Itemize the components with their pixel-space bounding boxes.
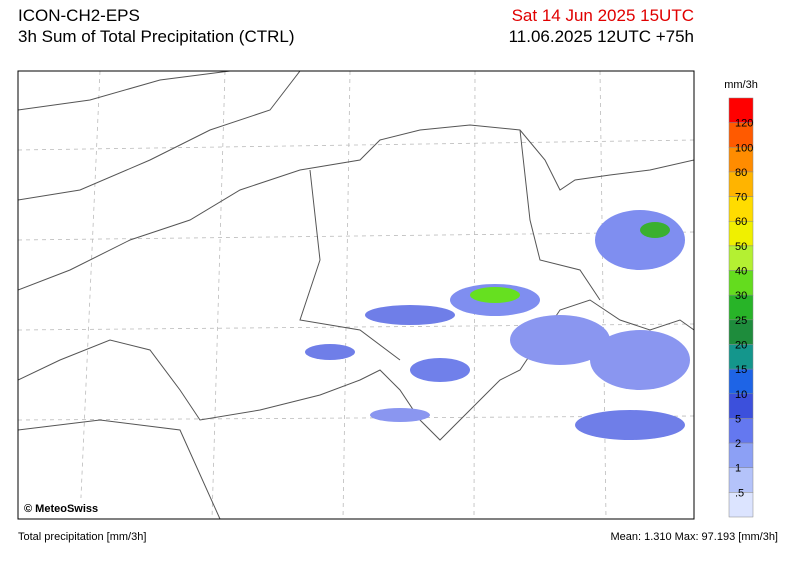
colorbar-label: 5 xyxy=(735,413,741,425)
colorbar-swatch xyxy=(728,97,754,123)
colorbar-label: 70 xyxy=(735,192,747,204)
colorbar-swatch xyxy=(728,442,754,468)
colorbar-label: 20 xyxy=(735,339,747,351)
credit: © MeteoSwiss xyxy=(24,503,98,515)
credit-bg xyxy=(18,498,138,518)
colorbar-swatch xyxy=(728,368,754,395)
footer-right: Mean: 1.310 Max: 97.193 [mm/3h] xyxy=(610,531,778,543)
map-frame xyxy=(17,70,695,520)
precipitation xyxy=(305,210,690,440)
colorbar-unit: mm/3h xyxy=(724,79,758,91)
colorbar-label: 1 xyxy=(735,463,741,475)
graticule xyxy=(18,71,694,519)
colorbar-label: 50 xyxy=(735,241,747,253)
colorbar-label: .5 xyxy=(735,487,744,499)
colorbar-swatch xyxy=(728,220,754,247)
product-title: 3h Sum of Total Precipitation (CTRL) xyxy=(18,27,295,46)
colorbar-swatch xyxy=(728,393,754,419)
colorbar-swatch xyxy=(728,492,754,518)
colorbar-swatch xyxy=(728,270,754,296)
colorbar-label: 60 xyxy=(735,216,747,228)
colorbar-label: 40 xyxy=(735,266,747,278)
colorbar-swatch xyxy=(728,196,754,222)
colorbar-label: 120 xyxy=(735,118,753,130)
map xyxy=(18,71,694,519)
colorbar-label: 100 xyxy=(735,142,753,154)
colorbar-label: 80 xyxy=(735,167,747,179)
colorbar: 120 100 80 70 60 50 40 30 25 20 15 10 5 2 1 .5 xyxy=(728,97,754,518)
colorbar-label: 2 xyxy=(735,438,741,450)
valid-time: Sat 14 Jun 2025 15UTC xyxy=(511,6,694,25)
colorbar-label: 30 xyxy=(735,290,747,302)
colorbar-swatch xyxy=(728,245,754,271)
colorbar-label: 10 xyxy=(735,389,747,401)
colorbar-swatch xyxy=(728,344,754,370)
colorbar-swatch xyxy=(728,467,754,493)
colorbar-label: 25 xyxy=(735,315,747,327)
run-time: 11.06.2025 12UTC +75h xyxy=(508,27,694,46)
colorbar-swatch xyxy=(728,418,754,444)
model-title: ICON-CH2-EPS xyxy=(18,6,140,25)
colorbar-swatch xyxy=(728,319,754,345)
colorbar-label: 15 xyxy=(735,364,747,376)
borders xyxy=(18,71,694,519)
footer-left: Total precipitation [mm/3h] xyxy=(18,531,147,543)
